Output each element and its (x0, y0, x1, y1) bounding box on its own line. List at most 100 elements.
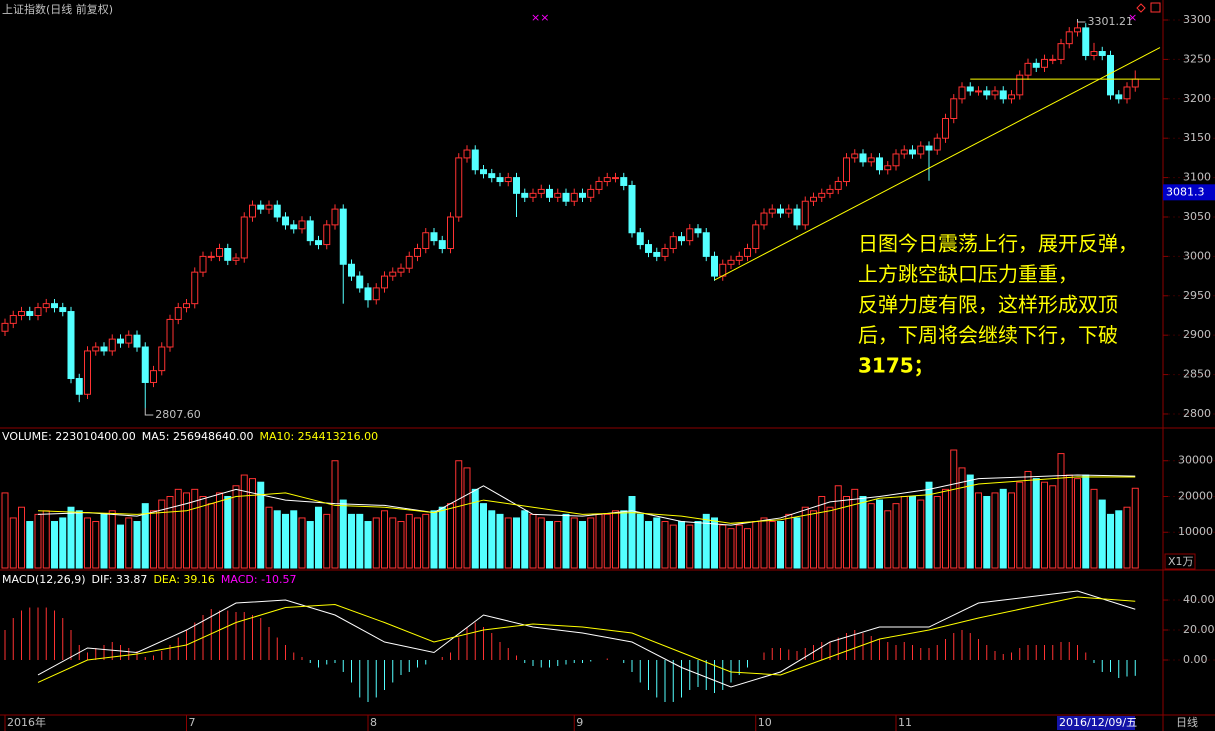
volume-bar (422, 513, 430, 569)
volume-bar (678, 521, 685, 569)
volume-bar (265, 506, 273, 569)
candle-body (290, 224, 298, 230)
candle-body (1065, 31, 1073, 45)
candle-body (414, 248, 421, 257)
volume-bar (1, 492, 9, 569)
macd-legend: MACD(12,26,9) DIF: 33.87 DEA: 39.16 MACD: -… (2, 573, 297, 586)
candle-body (331, 208, 339, 226)
volume-bar (892, 503, 900, 569)
candle-body (1057, 43, 1065, 60)
volume-bar (744, 528, 751, 569)
candle-body (595, 181, 603, 190)
volume-bar (92, 521, 100, 569)
candle-body (562, 192, 570, 202)
candle-body (702, 232, 710, 257)
candle-body (1032, 62, 1040, 68)
volume-bar (991, 492, 999, 569)
candle-body (991, 90, 999, 96)
macd-line (37, 590, 1136, 688)
candle-body (678, 236, 685, 242)
candle-body (51, 303, 58, 309)
volume-bar (612, 510, 619, 569)
trend-line (714, 47, 1161, 281)
candle-body (801, 200, 809, 226)
candle-body (133, 334, 141, 348)
chart-title: 上证指数(日线 前复权) (2, 2, 113, 16)
x-tick-label: 2016年 (7, 715, 46, 729)
volume-bar (529, 513, 537, 569)
candle-body (793, 208, 801, 226)
candle-body (1, 322, 9, 332)
volume-bar (26, 521, 34, 569)
candle-body (372, 287, 380, 301)
candle-body (876, 157, 883, 171)
volume-bar (414, 517, 421, 569)
candle-body (42, 303, 50, 309)
candle-body (892, 153, 900, 167)
candle-body (356, 275, 364, 289)
analysis-note: 3175； (858, 354, 934, 378)
candle-body (207, 255, 215, 258)
candle-body (273, 204, 281, 218)
volume-bar (496, 513, 504, 569)
volume-bar (595, 513, 603, 569)
volume-bar (1032, 478, 1040, 569)
candle-body (975, 90, 982, 93)
candle-body (92, 346, 100, 352)
volume-bar (579, 521, 586, 569)
volume-bar (793, 517, 801, 569)
candle-body (579, 192, 586, 198)
volume-bar (1074, 478, 1081, 569)
volume-bar (999, 488, 1007, 569)
candle-body (75, 378, 83, 395)
marker-icon: ×× (531, 11, 549, 24)
candle-body (966, 86, 974, 92)
candle-body (735, 255, 743, 261)
candle-body (554, 192, 562, 198)
candle-body (570, 192, 578, 202)
unit-label: X1万 (1168, 555, 1194, 568)
candle-body (686, 228, 694, 242)
candle-body (397, 267, 405, 273)
candle-body (537, 188, 545, 194)
volume-bar (1024, 470, 1032, 569)
candle-body (529, 192, 537, 198)
volume-bar (240, 474, 248, 569)
volume-bar (339, 499, 347, 569)
candle-body (430, 232, 438, 242)
legend-entry: DIF: 33.87 (92, 573, 148, 586)
candle-body (84, 350, 91, 395)
candle-body (166, 318, 174, 348)
candle-body (1082, 27, 1090, 56)
diamond-icon[interactable] (1136, 3, 1146, 13)
candle-body (34, 307, 42, 316)
candle-body (298, 220, 306, 230)
volume-bar (975, 492, 982, 569)
y-tick-label: 2850 (1183, 368, 1211, 381)
cursor-price-box (1163, 184, 1215, 201)
square-icon[interactable] (1150, 2, 1161, 13)
extreme-pointer (144, 407, 154, 416)
volume-bar (719, 524, 727, 569)
volume-bar (570, 517, 578, 569)
volume-bar (702, 513, 710, 569)
volume-bar (34, 513, 42, 569)
volume-bar (504, 517, 512, 569)
volume-bar (554, 521, 562, 569)
candle-body (447, 216, 454, 250)
candle-body (1123, 86, 1131, 100)
volume-bar (207, 503, 215, 569)
candle-body (174, 307, 182, 320)
volume-bar (306, 521, 314, 569)
volume-bar (389, 517, 397, 569)
volume-bar (645, 521, 652, 569)
candle-body (785, 208, 793, 214)
volume-bar (513, 517, 520, 569)
candle-body (884, 165, 892, 171)
volume-bar (966, 474, 974, 569)
volume-bar (587, 517, 595, 569)
candle-body (438, 240, 446, 250)
candle-body (983, 90, 991, 96)
volume-bar (1115, 510, 1123, 569)
candle-body (711, 255, 718, 277)
